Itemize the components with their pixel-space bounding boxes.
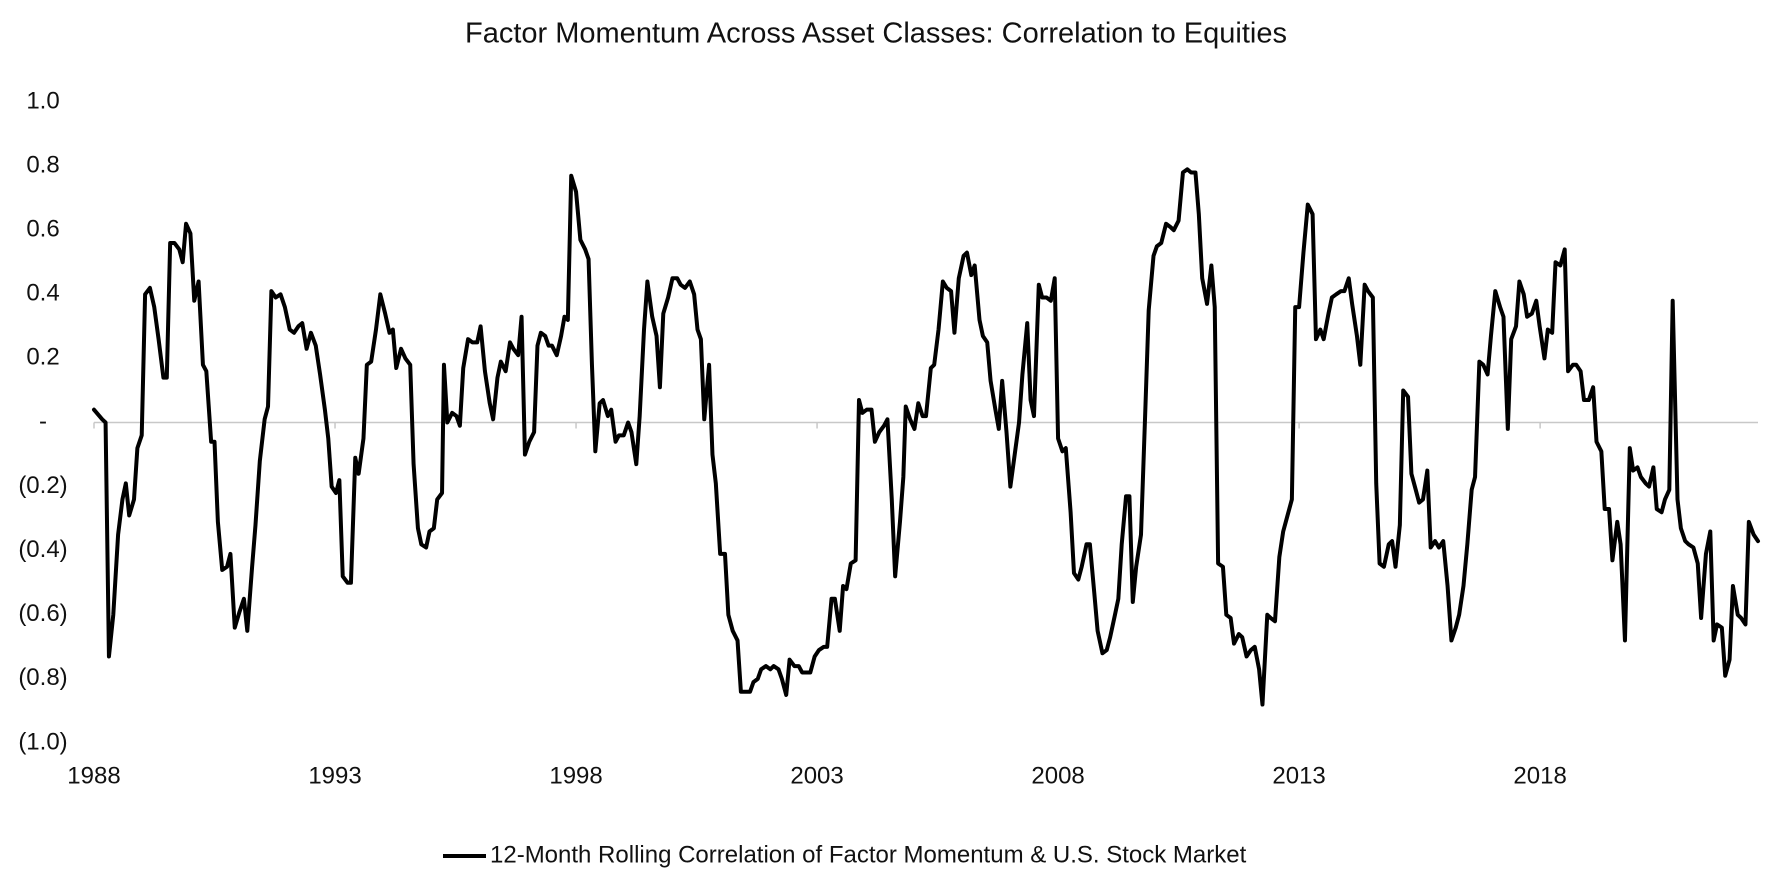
y-tick-label: (0.6) [18,600,67,627]
y-tick-label: 0.8 [26,151,59,178]
y-tick-label: (0.8) [18,664,67,691]
y-tick-label: 0.2 [26,344,59,371]
y-tick-label: - [39,408,47,435]
x-tick-label: 1998 [549,762,602,789]
x-tick-label: 2003 [790,762,843,789]
y-tick-label: (1.0) [18,728,67,755]
y-tick-label: (0.4) [18,536,67,563]
chart-title: Factor Momentum Across Asset Classes: Co… [465,18,1287,50]
x-tick-label: 2018 [1513,762,1566,789]
series-line [92,167,1760,707]
x-tick-label: 2013 [1272,762,1325,789]
y-tick-label: (0.2) [18,472,67,499]
y-tick-label: 1.0 [26,87,59,114]
y-tick-label: 0.4 [26,280,59,307]
y-tick-label: 0.6 [26,216,59,243]
x-tick-label: 1988 [67,762,120,789]
x-tick-label: 2008 [1031,762,1084,789]
legend-label: 12-Month Rolling Correlation of Factor M… [490,841,1247,868]
x-tick-label: 1993 [308,762,361,789]
